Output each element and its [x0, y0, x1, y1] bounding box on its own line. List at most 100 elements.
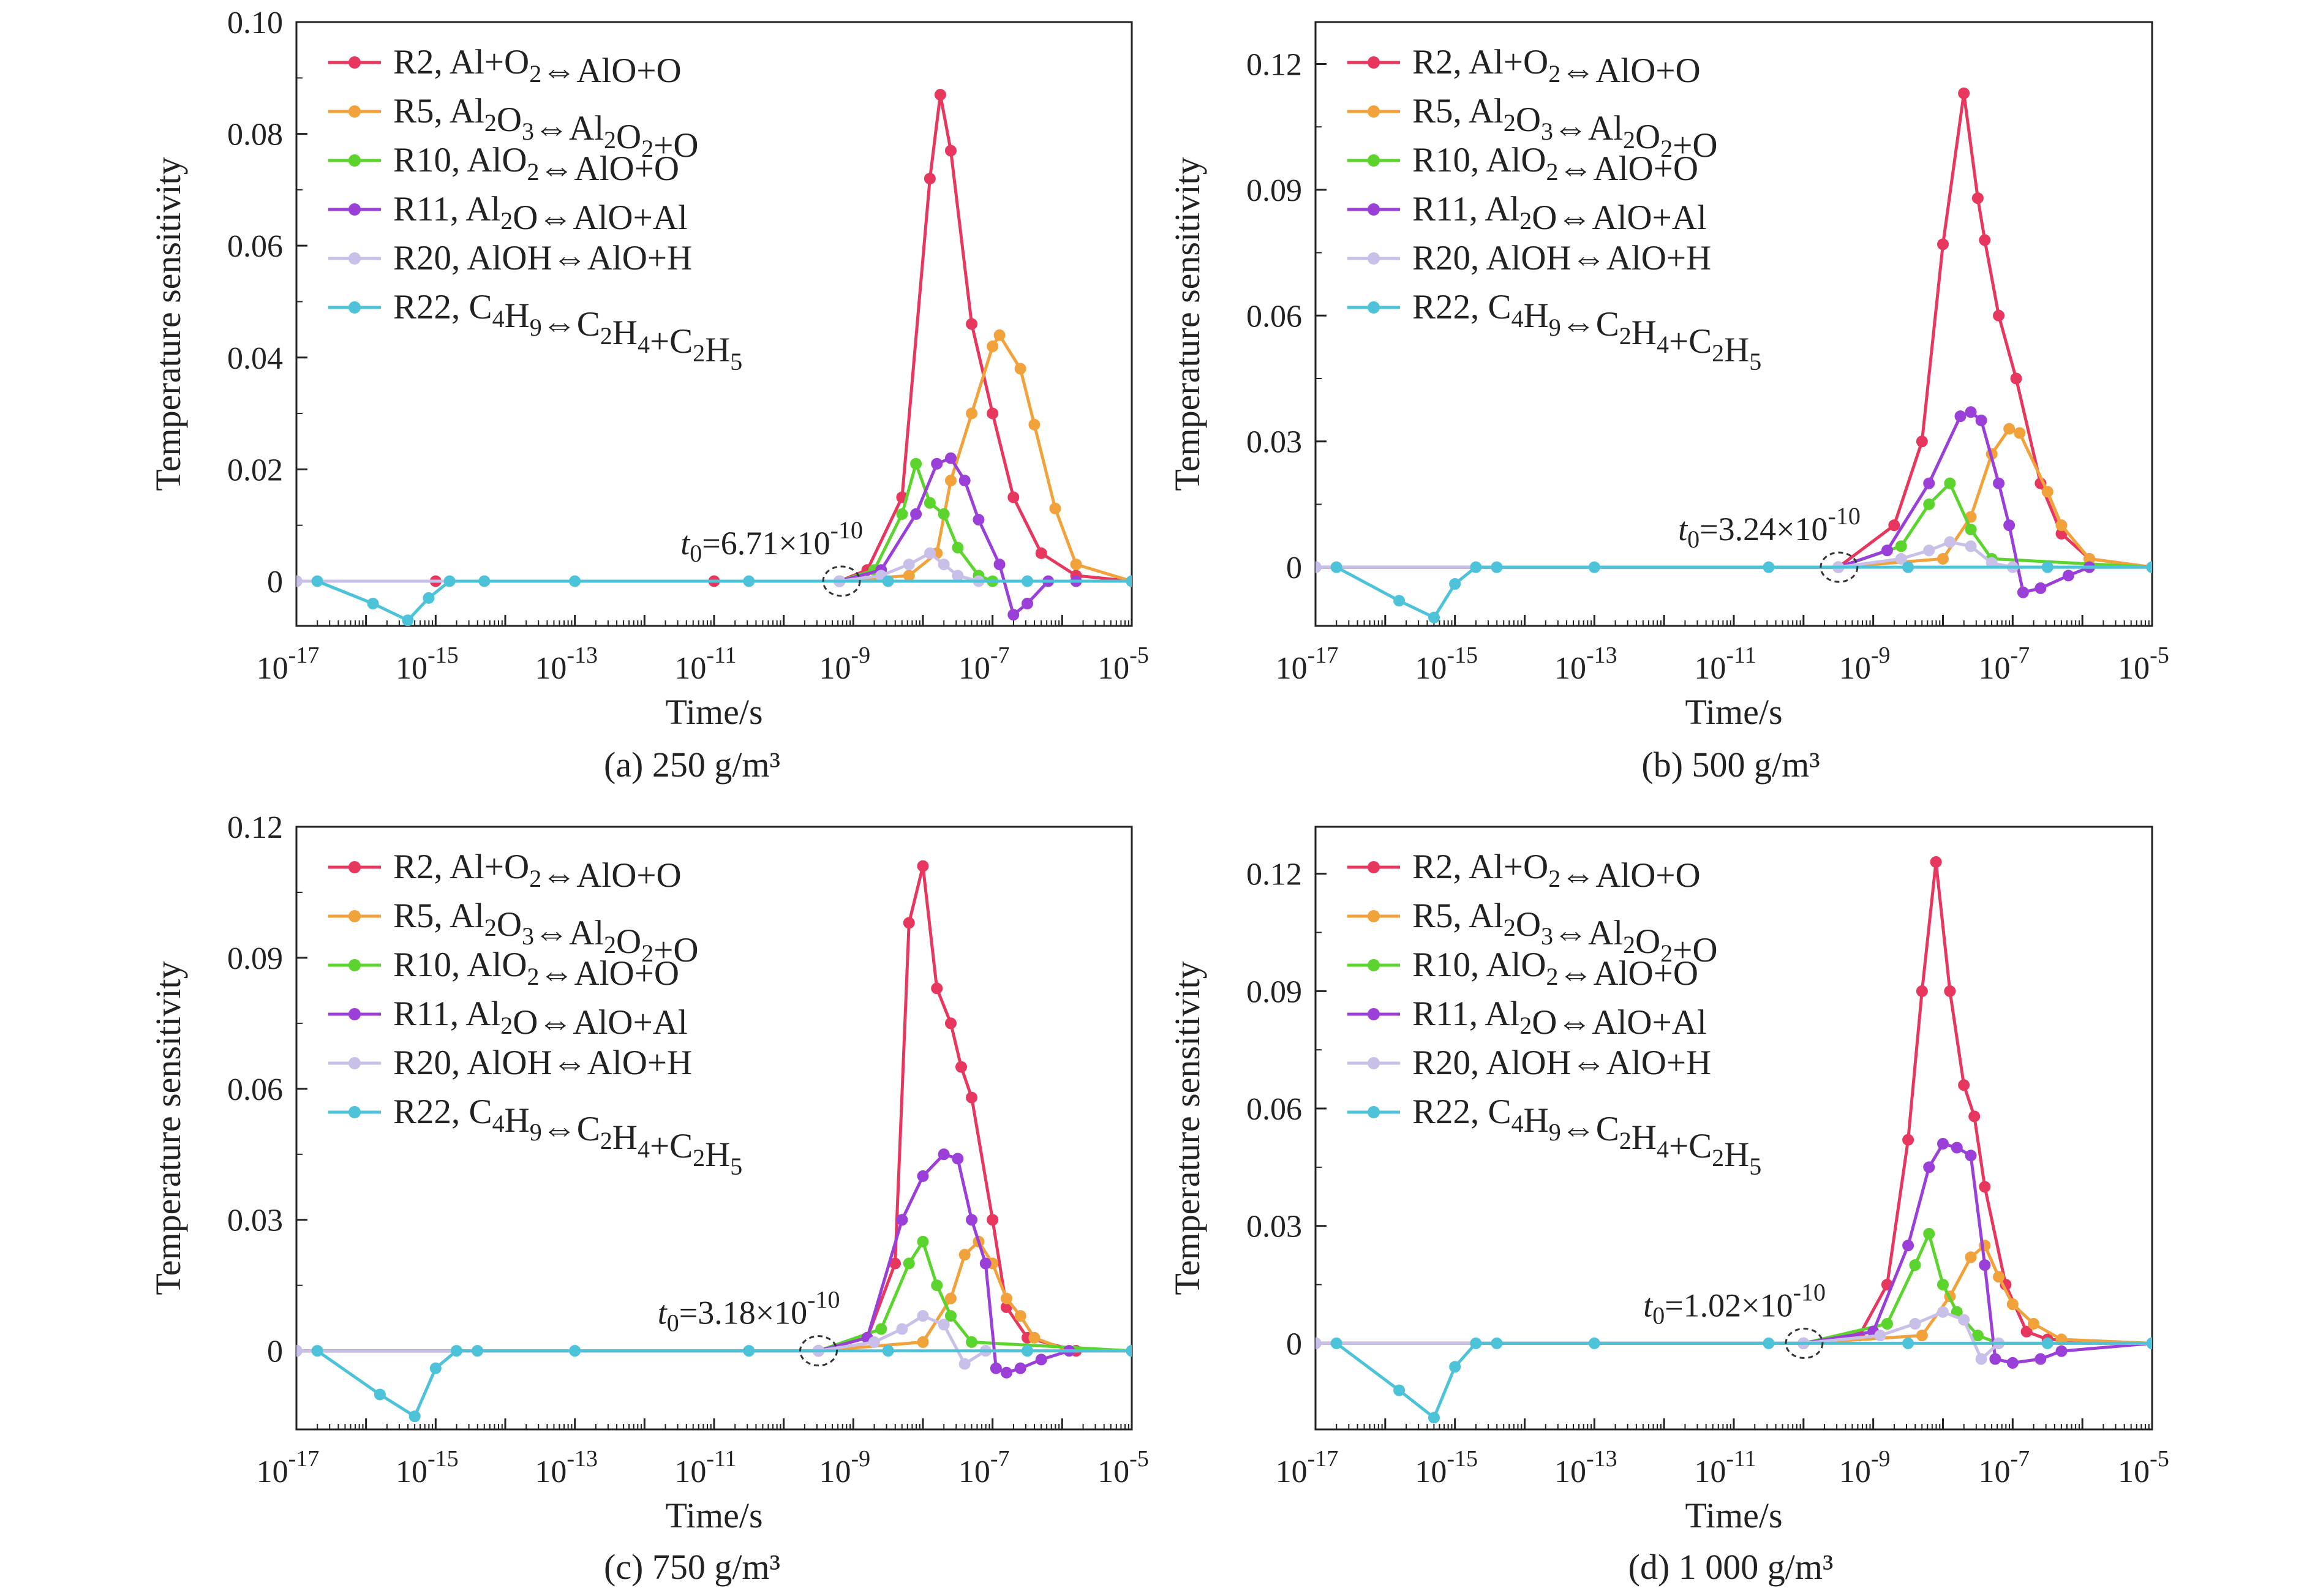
- y-tick-label: 0.12: [227, 810, 283, 845]
- data-point-r11: [2006, 1357, 2019, 1369]
- x-tick-label: 10-9: [819, 642, 871, 686]
- data-point-r11: [973, 514, 985, 526]
- data-point-r11: [944, 452, 957, 464]
- data-point-r22: [2146, 561, 2152, 573]
- data-point-r5: [1049, 502, 1061, 514]
- x-tick-label: 10-13: [535, 642, 598, 686]
- data-point-r11: [896, 1214, 908, 1226]
- data-point-r20: [938, 559, 950, 571]
- data-point-r20: [938, 1319, 950, 1331]
- legend-marker-r5: [348, 910, 361, 922]
- data-point-r5: [944, 475, 957, 487]
- data-point-r22: [402, 614, 414, 626]
- data-point-r22: [1470, 561, 1482, 573]
- data-point-r22: [1428, 1412, 1440, 1424]
- data-point-r11: [2055, 1345, 2068, 1357]
- x-tick-label: 10-9: [1839, 642, 1891, 686]
- legend-label-r2: R2, Al+O2⇔AlO+O: [393, 43, 682, 90]
- data-point-r2: [934, 89, 946, 101]
- data-point-r5: [987, 341, 999, 353]
- y-tick-label: 0.12: [1246, 857, 1302, 892]
- data-point-r11: [1000, 1366, 1012, 1379]
- data-point-r10: [875, 1323, 887, 1335]
- series-line-r22: [1335, 1341, 2152, 1420]
- x-tick-label: 10-11: [674, 642, 736, 686]
- data-point-r22: [1902, 561, 1914, 573]
- data-point-r5: [2027, 1317, 2039, 1330]
- data-point-r5: [2055, 519, 2068, 532]
- legend-label-r20: R20, AlOH⇔AlO+H: [393, 1044, 692, 1082]
- data-point-r10: [1937, 1279, 1949, 1291]
- data-point-r10: [903, 1257, 915, 1270]
- data-point-r11: [2003, 519, 2016, 532]
- legend-label-r22: R22, C4H9⇔C2H4+C2H5: [393, 1093, 742, 1180]
- data-point-r10: [931, 1279, 943, 1292]
- legend-label-r11: R11, Al2O⇔AlO+Al: [1412, 995, 1707, 1042]
- data-point-r20: [1316, 561, 1322, 573]
- y-axis-label: Temperature sensitivity: [148, 157, 188, 491]
- data-point-r5: [2006, 1298, 2019, 1311]
- data-point-r22: [1126, 575, 1132, 587]
- x-tick-label: 10-5: [2118, 642, 2169, 686]
- data-point-r11: [1965, 406, 1977, 418]
- data-point-r10: [1881, 1317, 1893, 1330]
- data-point-r2: [1979, 1181, 1991, 1193]
- data-point-r20: [1958, 1314, 1970, 1326]
- y-tick-label: 0.12: [1246, 47, 1302, 82]
- data-point-r11: [938, 1148, 950, 1161]
- data-point-r2: [1930, 856, 1942, 868]
- legend-marker-r20: [1368, 252, 1380, 265]
- data-point-r22: [743, 1345, 755, 1357]
- data-point-r5: [993, 329, 1006, 341]
- legend-label-r5: R5, Al2O3⇔Al2O2+O: [393, 897, 699, 969]
- x-tick-label: 10-17: [1276, 1446, 1339, 1489]
- x-axis-label: Time/s: [665, 692, 762, 732]
- data-point-r22: [1902, 1337, 1914, 1349]
- legend-label-r10: R10, AlO2⇔AlO+O: [1412, 946, 1698, 993]
- data-point-r5: [1993, 1271, 2005, 1283]
- series-line-r11: [1316, 410, 2152, 594]
- y-tick-label: 0: [267, 1334, 283, 1369]
- legend-label-r22: R22, C4H9⇔C2H4+C2H5: [1412, 288, 1761, 375]
- legend-label-r22: R22, C4H9⇔C2H4+C2H5: [393, 288, 742, 375]
- legend-marker-r5: [1368, 910, 1380, 922]
- data-point-r11: [931, 457, 943, 470]
- data-point-r10: [1923, 498, 1935, 510]
- data-point-r22: [443, 575, 456, 587]
- t0-annotation: t0=1.02×10-10: [1643, 1278, 1826, 1329]
- legend-marker-r11: [348, 203, 361, 216]
- data-point-r2: [1968, 1110, 1981, 1123]
- y-tick-label: 0.06: [1246, 1092, 1302, 1127]
- panel-caption: (c) 750 g/m³: [604, 1547, 780, 1587]
- x-tick-label: 10-5: [2118, 1446, 2169, 1489]
- x-tick-label: 10-11: [674, 1446, 736, 1489]
- y-tick-label: 0.10: [227, 6, 283, 40]
- data-point-r11: [1975, 414, 1987, 426]
- x-tick-label: 10-7: [1979, 1446, 2030, 1489]
- data-point-r5: [1028, 418, 1041, 431]
- data-point-r5: [1965, 1251, 1977, 1263]
- legend-label-r11: R11, Al2O⇔AlO+Al: [393, 190, 688, 237]
- data-point-r5: [2014, 427, 2026, 439]
- data-point-r22: [311, 575, 323, 587]
- data-point-r11: [1014, 1362, 1026, 1374]
- legend-marker-r10: [348, 154, 361, 167]
- data-point-r20: [1909, 1317, 1921, 1330]
- data-point-r20: [1944, 536, 1956, 548]
- data-point-r22: [1470, 1337, 1482, 1349]
- data-point-r2: [1993, 309, 2005, 322]
- data-point-r10: [896, 508, 908, 520]
- data-point-r22: [423, 592, 435, 604]
- data-point-r22: [1763, 1337, 1775, 1349]
- legend-label-r10: R10, AlO2⇔AlO+O: [1412, 141, 1698, 188]
- data-point-r20: [952, 570, 964, 582]
- series-line-r22: [316, 1349, 1132, 1418]
- legend-label-r20: R20, AlOH⇔AlO+H: [1412, 1044, 1711, 1082]
- data-point-r2: [2020, 1325, 2033, 1338]
- data-point-r22: [2041, 1337, 2053, 1349]
- data-point-r11: [1951, 1142, 1963, 1154]
- data-point-r20: [917, 1310, 929, 1322]
- legend-marker-r10: [1368, 959, 1380, 971]
- x-tick-label: 10-7: [1979, 642, 2030, 686]
- data-point-r20: [296, 575, 303, 587]
